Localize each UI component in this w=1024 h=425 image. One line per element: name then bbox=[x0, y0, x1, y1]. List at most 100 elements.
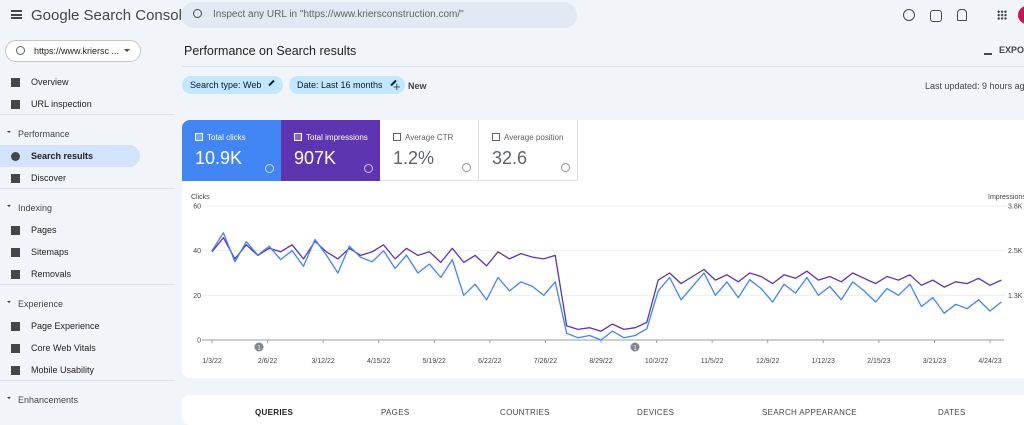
nav-item[interactable]: Pages bbox=[31, 225, 57, 235]
metric-label-text: Average CTR bbox=[405, 133, 454, 142]
y-tick-label: 60 bbox=[193, 204, 201, 211]
metric-card[interactable]: Total clicks 10.9K bbox=[182, 120, 281, 181]
x-tick-label: 2/6/22 bbox=[258, 358, 278, 365]
metric-label: Average CTR bbox=[393, 133, 478, 142]
checkbox bbox=[294, 133, 302, 141]
nav-icon bbox=[11, 226, 20, 235]
nav-icon bbox=[11, 152, 20, 161]
plus-icon: + bbox=[393, 79, 401, 94]
nav-separator bbox=[0, 284, 175, 285]
metric-label-text: Total clicks bbox=[207, 133, 246, 142]
x-tick-label: 8/29/22 bbox=[589, 358, 612, 365]
nav-section[interactable]: Performance bbox=[18, 129, 70, 139]
tab[interactable]: COUNTRIES bbox=[500, 408, 550, 417]
nav-item[interactable]: URL inspection bbox=[31, 99, 92, 109]
nav-separator bbox=[0, 114, 175, 115]
annotation-label: 1 bbox=[633, 346, 637, 352]
y2-tick-label: 1.3K bbox=[1008, 293, 1023, 300]
property-url: https://www.kriersc ... bbox=[34, 46, 120, 56]
nav-icon bbox=[11, 174, 20, 183]
nav-separator bbox=[0, 380, 175, 381]
nav-icon bbox=[11, 344, 20, 353]
metric-value: 10.9K bbox=[195, 148, 243, 168]
metric-label: Total clicks bbox=[195, 133, 281, 142]
x-tick-label: 2/15/23 bbox=[867, 358, 890, 365]
collapse-arrow bbox=[7, 205, 11, 209]
filter-chip[interactable]: Date: Last 16 months bbox=[289, 76, 405, 94]
nav-item[interactable]: Sitemaps bbox=[31, 247, 69, 257]
property-icon bbox=[16, 46, 25, 55]
tab[interactable]: SEARCH APPEARANCE bbox=[762, 408, 857, 417]
nav-item[interactable]: Removals bbox=[31, 269, 72, 279]
nav-separator bbox=[0, 188, 175, 189]
chart: Clicks Impressions 0 20 40 60 1.3K 2.5K 3.8K 1/3/… bbox=[191, 194, 1024, 365]
metric-label: Average position bbox=[492, 133, 577, 142]
y-tick-label: 0 bbox=[197, 338, 201, 345]
new-filter[interactable]: New bbox=[408, 81, 427, 91]
users-icon[interactable] bbox=[930, 10, 942, 22]
nav-icon bbox=[11, 248, 20, 257]
divider bbox=[182, 66, 1024, 67]
filter-chip[interactable]: Search type: Web bbox=[182, 76, 284, 94]
help-icon[interactable] bbox=[903, 9, 915, 21]
annotation-label: 1 bbox=[257, 346, 261, 352]
y-axis-label: Clicks bbox=[191, 194, 210, 201]
last-updated: Last updated: 9 hours ago bbox=[925, 81, 1024, 91]
search-placeholder: Inspect any URL in "https://www.kriersco… bbox=[213, 9, 464, 20]
nav-icon bbox=[11, 100, 20, 109]
nav-section[interactable]: Indexing bbox=[18, 203, 53, 213]
x-tick-label: 4/24/23 bbox=[978, 358, 1001, 365]
metric-card[interactable]: Total impressions 907K bbox=[281, 120, 380, 181]
x-tick-label: 1/12/23 bbox=[812, 358, 835, 365]
nav-item[interactable]: Mobile Usability bbox=[31, 365, 95, 375]
menu-icon[interactable] bbox=[11, 10, 22, 19]
y2-tick-label: 3.8K bbox=[1008, 204, 1023, 211]
tab[interactable]: PAGES bbox=[381, 408, 410, 417]
page-title: Performance on Search results bbox=[184, 44, 357, 58]
dropdown-arrow bbox=[124, 49, 130, 55]
metric-card[interactable]: Average position 32.6 bbox=[479, 120, 578, 181]
checkbox bbox=[195, 133, 203, 141]
annotation-marker bbox=[630, 342, 640, 352]
x-tick-label: 5/19/22 bbox=[423, 358, 446, 365]
x-tick-label: 11/5/22 bbox=[701, 358, 724, 365]
avatar[interactable] bbox=[1018, 6, 1024, 24]
nav-item[interactable]: Search results bbox=[31, 151, 94, 161]
nav-active-bg bbox=[0, 145, 140, 167]
tab[interactable]: DATES bbox=[938, 408, 966, 417]
tab[interactable]: DEVICES bbox=[637, 408, 675, 417]
y2-tick-label: 2.5K bbox=[1008, 248, 1023, 255]
nav-item[interactable]: Core Web Vitals bbox=[31, 343, 96, 353]
bell-icon[interactable] bbox=[957, 9, 967, 21]
export-button[interactable]: EXPOR bbox=[999, 45, 1024, 55]
nav-icon bbox=[11, 322, 20, 331]
x-tick-label: 4/15/22 bbox=[367, 358, 390, 365]
metric-value: 32.6 bbox=[492, 148, 528, 168]
help-icon bbox=[265, 164, 274, 173]
metric-card[interactable]: Average CTR 1.2% bbox=[380, 120, 479, 181]
property-selector[interactable]: https://www.kriersc ... bbox=[5, 40, 141, 62]
nav-section[interactable]: Enhancements bbox=[18, 395, 79, 405]
metric-value: 907K bbox=[294, 148, 337, 168]
export-icon bbox=[984, 45, 992, 55]
nav-item[interactable]: Discover bbox=[31, 173, 67, 183]
x-tick-label: 6/22/22 bbox=[478, 358, 501, 365]
metric-label-text: Total impressions bbox=[306, 133, 368, 142]
collapse-arrow bbox=[7, 131, 11, 135]
nav-item[interactable]: Overview bbox=[31, 77, 69, 87]
collapse-arrow bbox=[7, 397, 11, 401]
search-bar[interactable]: Inspect any URL in "https://www.kriersco… bbox=[181, 2, 577, 28]
metric-label: Total impressions bbox=[294, 133, 380, 142]
nav-section[interactable]: Experience bbox=[18, 299, 64, 309]
x-tick-label: 3/12/22 bbox=[311, 358, 334, 365]
tab[interactable]: QUERIES bbox=[255, 408, 294, 417]
metric-label-text: Average position bbox=[504, 133, 564, 142]
apps-icon[interactable] bbox=[997, 10, 1007, 20]
checkbox bbox=[393, 133, 401, 141]
nav-item[interactable]: Page Experience bbox=[31, 321, 100, 331]
help-icon bbox=[561, 163, 570, 172]
annotation-marker bbox=[254, 342, 264, 352]
nav-icon bbox=[11, 78, 20, 87]
tabs-card bbox=[182, 395, 1024, 425]
